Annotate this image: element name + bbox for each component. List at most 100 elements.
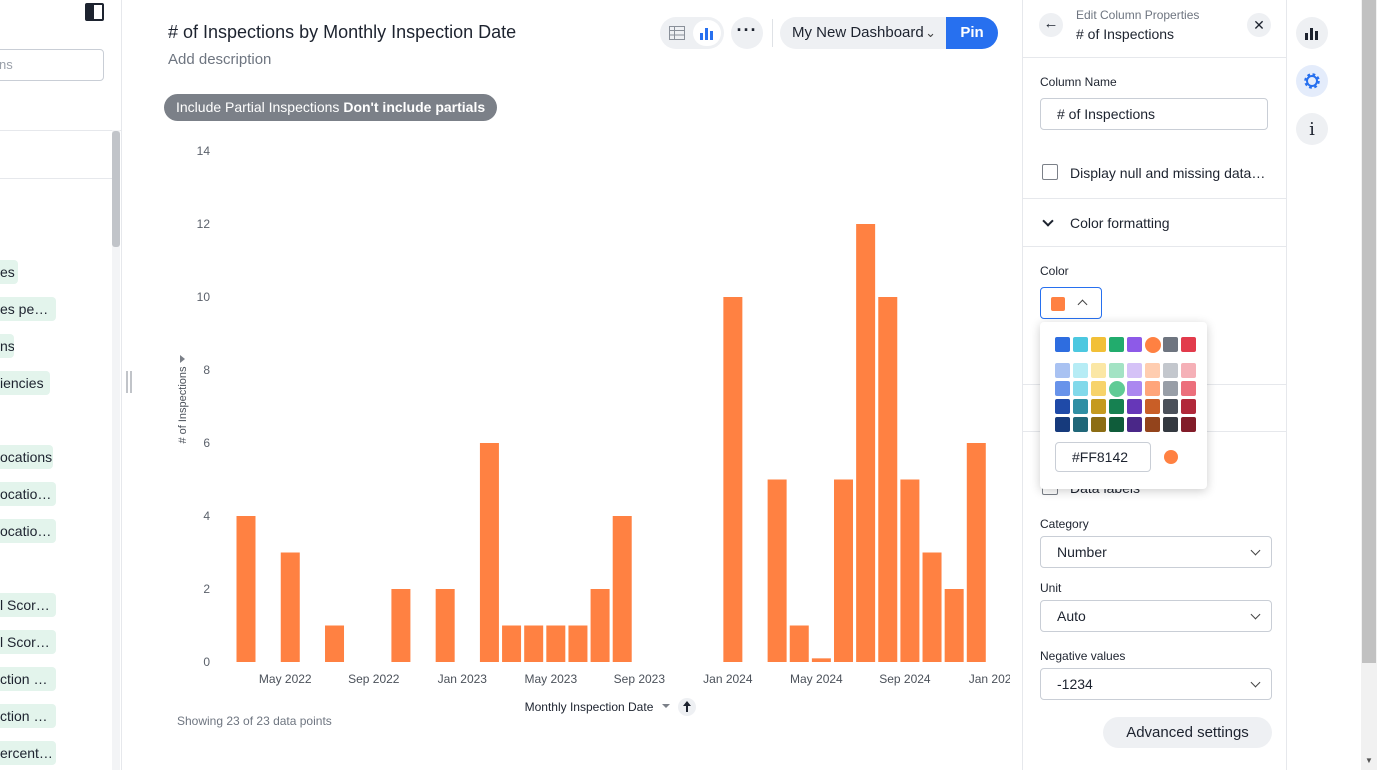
color-swatch[interactable]	[1145, 363, 1160, 378]
scroll-down-arrow-icon[interactable]: ▼	[1365, 756, 1373, 765]
x-axis-label[interactable]: Monthly Inspection Date	[525, 700, 654, 714]
category-select[interactable]: Number	[1040, 536, 1272, 568]
color-picker-button[interactable]	[1040, 287, 1102, 319]
column-chip[interactable]: ns	[0, 334, 14, 358]
color-swatch[interactable]	[1127, 363, 1142, 378]
color-swatch[interactable]	[1181, 337, 1196, 352]
chart-bar[interactable]	[236, 516, 256, 662]
color-swatch[interactable]	[1163, 399, 1178, 414]
chart-bar[interactable]	[900, 479, 920, 663]
chart-bar[interactable]	[878, 297, 898, 662]
chart-bar[interactable]	[922, 552, 942, 663]
color-swatch[interactable]	[1181, 381, 1196, 396]
color-swatch[interactable]	[1145, 381, 1160, 396]
add-description-link[interactable]: Add description	[168, 51, 272, 68]
filter-chip[interactable]: Include Partial Inspections Don't includ…	[164, 94, 498, 121]
color-swatch[interactable]	[1163, 417, 1178, 432]
chart-bar[interactable]	[723, 297, 743, 662]
chart-bar[interactable]	[612, 516, 632, 662]
color-swatch[interactable]	[1091, 399, 1106, 414]
color-swatch[interactable]	[1055, 363, 1070, 378]
column-chip[interactable]: es	[0, 260, 18, 284]
color-swatch[interactable]	[1055, 417, 1070, 432]
color-swatch[interactable]	[1055, 399, 1070, 414]
color-swatch[interactable]	[1109, 381, 1125, 397]
hex-color-input[interactable]: #FF8142	[1055, 442, 1151, 472]
chart-title[interactable]: # of Inspections by Monthly Inspection D…	[168, 22, 517, 42]
y-axis-sort-icon[interactable]	[180, 355, 185, 363]
color-swatch[interactable]	[1127, 337, 1142, 352]
color-swatch[interactable]	[1091, 381, 1106, 396]
negative-values-select[interactable]: -1234	[1040, 668, 1272, 700]
unit-select[interactable]: Auto	[1040, 600, 1272, 632]
chart-bar[interactable]	[391, 589, 411, 662]
column-search-input[interactable]: ns	[0, 49, 104, 81]
color-formatting-toggle[interactable]: Color formatting	[1040, 215, 1170, 231]
color-swatch[interactable]	[1109, 399, 1124, 414]
chart-view-icon[interactable]	[693, 20, 721, 46]
column-chip[interactable]: ocatio…	[0, 519, 56, 543]
panel-toggle-icon[interactable]	[85, 3, 104, 21]
column-chip[interactable]: iencies	[0, 371, 50, 395]
color-swatch[interactable]	[1109, 417, 1124, 432]
chart-bar[interactable]	[546, 625, 566, 663]
color-swatch[interactable]	[1163, 337, 1178, 352]
color-swatch[interactable]	[1091, 417, 1106, 432]
column-name-input[interactable]: # of Inspections	[1040, 98, 1268, 130]
color-swatch[interactable]	[1127, 399, 1142, 414]
more-options-button[interactable]: ···	[731, 17, 763, 49]
color-swatch[interactable]	[1073, 363, 1088, 378]
chart-bar[interactable]	[590, 589, 610, 662]
pin-button[interactable]: Pin	[946, 17, 998, 49]
chart-bar[interactable]	[325, 625, 345, 663]
chart-bar[interactable]	[767, 479, 787, 663]
close-icon[interactable]: ✕	[1247, 13, 1271, 37]
column-chip[interactable]: l Scor…	[0, 593, 56, 617]
chart-bar[interactable]	[944, 589, 964, 662]
chart-bar[interactable]	[524, 625, 544, 663]
color-swatch[interactable]	[1055, 337, 1070, 352]
bar-chart[interactable]: 0 2 4 6 8 10 12 14 # of Inspections May 2022 Sep 2…	[140, 130, 1010, 730]
column-chip[interactable]: ercent…	[0, 741, 56, 765]
bar-chart-icon[interactable]	[1296, 17, 1328, 49]
color-swatch[interactable]	[1109, 363, 1124, 378]
color-swatch[interactable]	[1145, 399, 1160, 414]
chart-bar[interactable]	[502, 625, 522, 663]
chart-bar[interactable]	[568, 625, 588, 663]
color-swatch[interactable]	[1091, 337, 1106, 352]
table-view-icon[interactable]	[663, 20, 691, 46]
chart-bar[interactable]	[789, 625, 809, 663]
color-swatch[interactable]	[1127, 417, 1142, 432]
column-chip[interactable]: ction …	[0, 704, 56, 728]
color-swatch[interactable]	[1055, 381, 1070, 396]
color-swatch[interactable]	[1109, 337, 1124, 352]
back-arrow-icon[interactable]: ←	[1039, 13, 1063, 37]
color-swatch[interactable]	[1181, 417, 1196, 432]
chart-bar[interactable]	[811, 658, 831, 662]
column-chip[interactable]: ocatio…	[0, 482, 56, 506]
chart-bar[interactable]	[435, 589, 455, 662]
settings-icon[interactable]	[1296, 65, 1328, 97]
y-axis-label[interactable]: # of Inspections	[177, 366, 189, 444]
dashboard-select[interactable]: My New Dashboard ⌄	[780, 17, 946, 49]
color-swatch[interactable]	[1073, 337, 1088, 352]
column-chip[interactable]: ocations	[0, 445, 53, 469]
chart-bar[interactable]	[856, 224, 876, 662]
page-scrollbar-thumb[interactable]	[1362, 0, 1376, 663]
panel-resize-handle[interactable]	[126, 371, 132, 393]
column-chip[interactable]: l Scor…	[0, 630, 56, 654]
color-swatch[interactable]	[1127, 381, 1142, 396]
left-scrollbar-thumb[interactable]	[112, 131, 120, 247]
display-null-checkbox[interactable]	[1042, 164, 1058, 180]
x-axis-dropdown-icon[interactable]	[662, 704, 670, 708]
color-swatch[interactable]	[1181, 363, 1196, 378]
chart-bar[interactable]	[280, 552, 300, 663]
color-swatch[interactable]	[1145, 417, 1160, 432]
chart-bar[interactable]	[966, 443, 986, 662]
chart-bar[interactable]	[479, 443, 499, 662]
color-swatch[interactable]	[1145, 337, 1161, 353]
color-swatch[interactable]	[1091, 363, 1106, 378]
chart-bar[interactable]	[834, 479, 854, 663]
column-chip[interactable]: ction …	[0, 667, 56, 691]
advanced-settings-button[interactable]: Advanced settings	[1103, 717, 1272, 748]
